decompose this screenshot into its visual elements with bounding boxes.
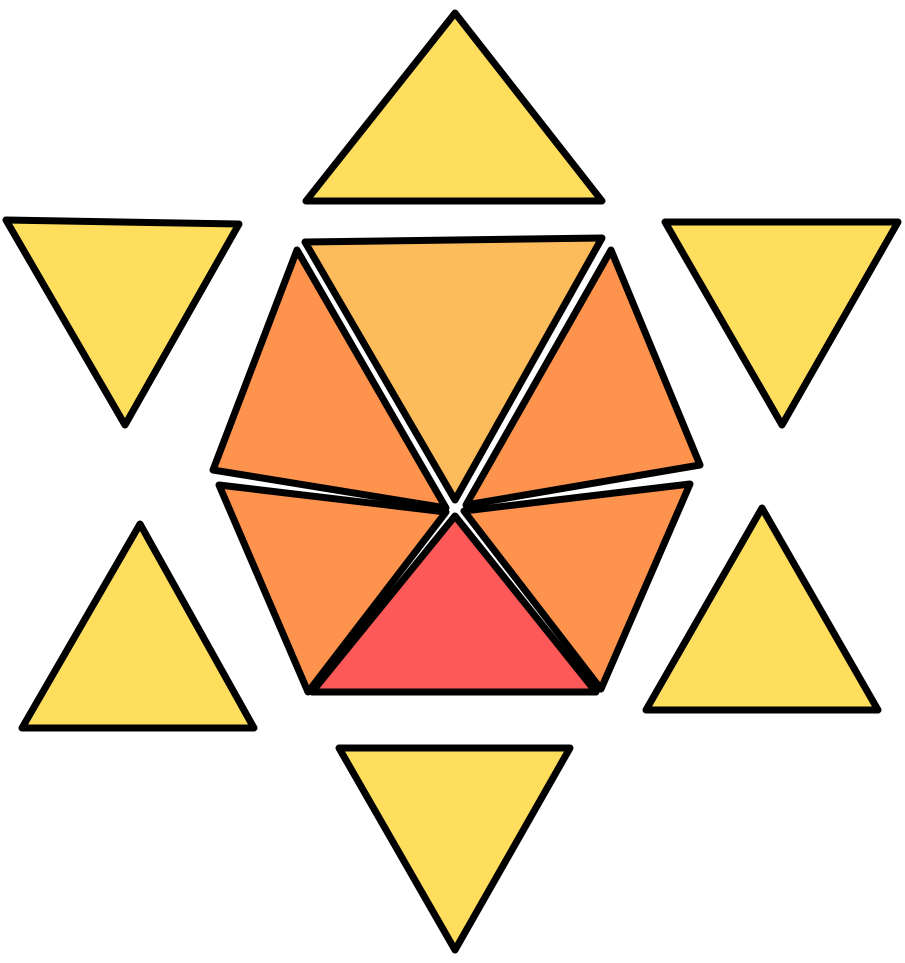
hexagon-segment-top <box>301 234 606 504</box>
outer-triangle-upper-left <box>2 216 243 429</box>
hexagon-segment-bottom <box>308 512 600 696</box>
outer-triangle-upper-right <box>661 218 902 429</box>
hexagon-segment-upper-left <box>209 246 450 512</box>
hexagon-segment-lower-right <box>460 480 694 693</box>
outer-triangle-lower-left <box>18 520 258 732</box>
outer-triangle-bottom <box>335 744 574 954</box>
outer-triangle-lower-right <box>642 504 882 714</box>
hexagon-segment-lower-left <box>215 481 450 696</box>
outer-triangle-top <box>302 9 606 205</box>
hexagon-segment-upper-right <box>462 246 704 509</box>
